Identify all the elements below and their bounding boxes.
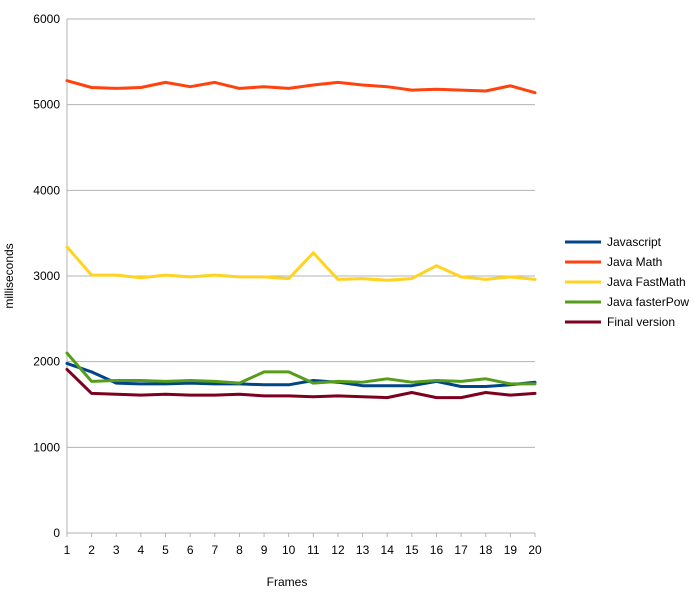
- x-tick-labels: 1 2 3 4 5 6 7 8 9 10 11 12 13 14 15 16 17 18 19 20: [64, 533, 542, 557]
- legend-label: Java Math: [607, 255, 662, 269]
- x-tick-label: 4: [138, 543, 145, 557]
- y-tick-label: 2000: [33, 355, 60, 369]
- x-tick-label: 11: [307, 543, 320, 557]
- y-tick-labels: 0 1000 2000 3000 4000 5000 6000: [33, 12, 60, 540]
- x-tick-label: 5: [162, 543, 169, 557]
- legend-label: Java FastMath: [607, 275, 686, 289]
- series-line-java-fasterpow: [65, 351, 537, 386]
- x-tick-label: 3: [113, 543, 120, 557]
- series-line-java-math: [65, 79, 537, 95]
- x-tick-label: 8: [236, 543, 243, 557]
- y-tick-label: 3000: [33, 269, 60, 283]
- y-tick-label: 0: [53, 526, 60, 540]
- x-tick-label: 20: [528, 543, 542, 557]
- x-tick-label: 15: [405, 543, 419, 557]
- x-tick-label: 7: [211, 543, 218, 557]
- axes: [66, 19, 535, 534]
- series-line-final-version: [65, 367, 537, 400]
- series-line-javascript: [65, 361, 537, 388]
- y-tick-label: 4000: [33, 183, 60, 197]
- x-tick-label: 19: [504, 543, 518, 557]
- legend-label: Final version: [607, 315, 675, 329]
- x-tick-label: 14: [381, 543, 395, 557]
- legend-label: Javascript: [607, 235, 662, 249]
- x-tick-label: 18: [479, 543, 493, 557]
- y-tick-label: 1000: [33, 440, 60, 454]
- y-tick-label: 5000: [33, 98, 60, 112]
- legend: Javascript Java Math Java FastMath Java fas…: [565, 235, 689, 329]
- x-tick-label: 12: [331, 543, 345, 557]
- x-tick-label: 2: [88, 543, 95, 557]
- x-tick-label: 17: [454, 543, 468, 557]
- y-tick-label: 6000: [33, 12, 60, 26]
- y-axis-label: milliseconds: [2, 243, 16, 308]
- x-tick-label: 16: [430, 543, 444, 557]
- legend-label: Java fasterPow: [607, 295, 689, 309]
- x-tick-label: 1: [64, 543, 71, 557]
- x-tick-label: 6: [187, 543, 194, 557]
- x-tick-label: 10: [282, 543, 296, 557]
- x-tick-label: 13: [356, 543, 370, 557]
- x-axis-label: Frames: [267, 575, 308, 589]
- x-tick-label: 9: [261, 543, 268, 557]
- series-line-java-fastmath: [65, 245, 537, 282]
- series-lines: [65, 79, 537, 400]
